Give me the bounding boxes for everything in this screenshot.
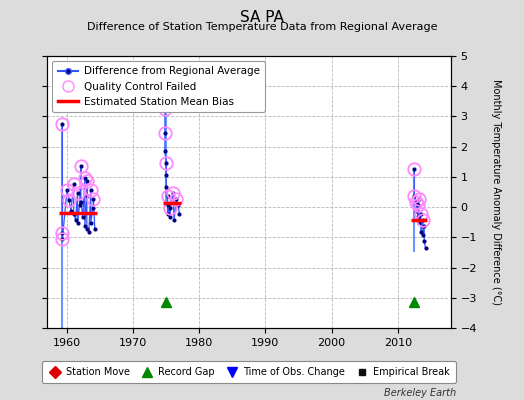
Text: Berkeley Earth: Berkeley Earth (384, 388, 456, 398)
Legend: Station Move, Record Gap, Time of Obs. Change, Empirical Break: Station Move, Record Gap, Time of Obs. C… (42, 361, 456, 383)
Text: Difference of Station Temperature Data from Regional Average: Difference of Station Temperature Data f… (87, 22, 437, 32)
Text: SA PA: SA PA (240, 10, 284, 25)
Y-axis label: Monthly Temperature Anomaly Difference (°C): Monthly Temperature Anomaly Difference (… (491, 79, 501, 305)
Legend: Difference from Regional Average, Quality Control Failed, Estimated Station Mean: Difference from Regional Average, Qualit… (52, 61, 265, 112)
